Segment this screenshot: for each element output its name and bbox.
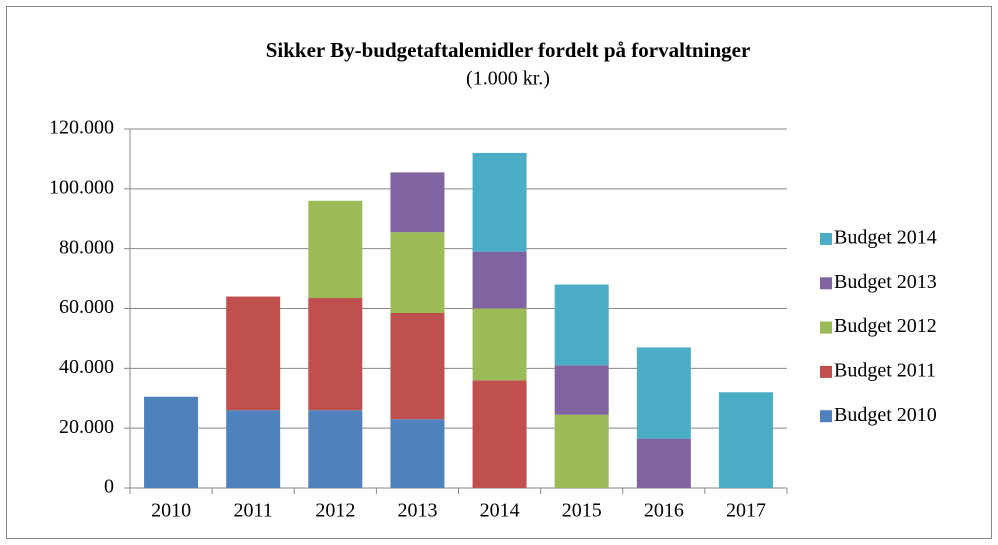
x-tick-label: 2016 [644,500,684,522]
legend-swatch [820,365,832,378]
y-tick-label: 120.000 [49,117,114,139]
legend-label: Budget 2012 [834,315,937,337]
legend-label: Budget 2014 [834,227,937,249]
legend-label: Budget 2011 [834,359,936,381]
x-tick-label: 2014 [480,500,520,522]
x-tick-label: 2015 [562,500,602,522]
y-tick-label: 0 [104,476,114,498]
legend-label: Budget 2013 [834,271,937,293]
bar-segment [472,308,527,381]
bar-segment [308,410,363,488]
y-tick-label: 80.000 [59,236,114,258]
bar-segment [472,152,527,252]
bar-segment [554,414,609,488]
legend-swatch [820,233,832,245]
legend-swatch [820,321,832,334]
bar-segment [308,298,363,411]
bar-segment [554,284,609,366]
bar-segment [472,251,527,309]
y-tick-label: 100.000 [49,176,114,198]
bar-segment [144,396,199,488]
bar-segment [226,410,281,488]
x-tick-label: 2011 [234,500,273,522]
bar-segment [226,296,281,411]
y-tick-label: 20.000 [59,416,114,438]
x-tick-label: 2012 [315,500,355,522]
bar-segment [472,380,527,488]
y-tick-label: 40.000 [59,356,114,378]
legend-swatch [820,277,832,290]
bar-segment [308,200,363,299]
chart-title: Sikker By-budgetaftalemidler fordelt på … [266,38,751,62]
bar-segment [390,419,445,488]
bar-segment [554,365,609,415]
bar-segment [390,172,445,233]
legend-swatch [820,410,832,423]
bar-segment [636,347,691,439]
bar-segment [390,232,445,313]
chart-subtitle: (1.000 kr.) [466,68,550,90]
x-tick-label: 2013 [397,500,437,522]
y-tick-label: 60.000 [59,296,114,318]
x-tick-label: 2017 [726,500,766,522]
bar-segment [636,438,691,488]
legend-label: Budget 2010 [834,404,937,426]
bar-segment [390,312,445,420]
x-tick-label: 2010 [151,500,191,522]
bar-segment [718,392,773,488]
